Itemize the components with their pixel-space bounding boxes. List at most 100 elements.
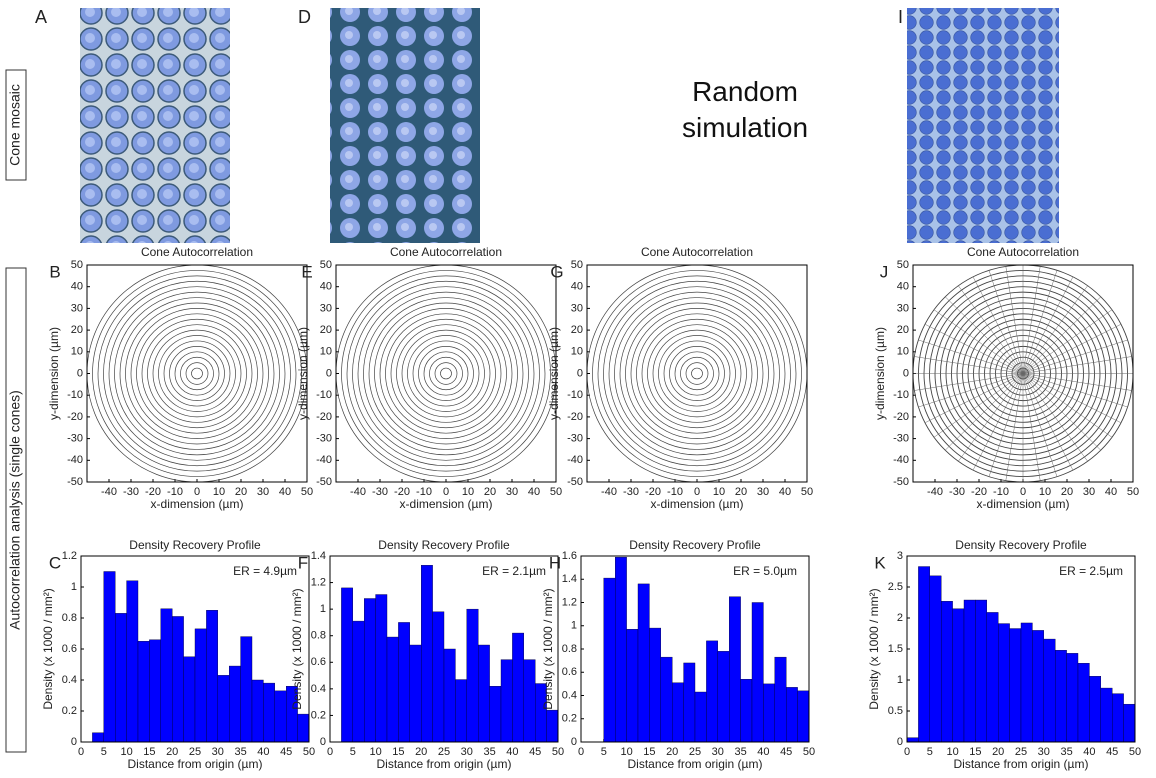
bar — [660, 656, 673, 743]
y-tick-label: -30 — [316, 433, 332, 445]
bar — [998, 623, 1010, 743]
bar — [194, 628, 207, 743]
x-tick-label: 50 — [1127, 486, 1139, 498]
y-tick-label: 0 — [320, 736, 326, 748]
x-tick-label: -30 — [623, 486, 639, 498]
y-tick-label: 2.5 — [888, 581, 903, 593]
x-tick-label: 40 — [1105, 486, 1117, 498]
y-tick-label: -40 — [67, 454, 83, 466]
chart-title: Cone Autocorrelation — [641, 245, 753, 259]
bar — [455, 679, 467, 743]
annotation: ER = 2.1µm — [482, 564, 546, 578]
y-tick-label: 2 — [897, 612, 903, 624]
x-tick-label: 15 — [643, 746, 655, 758]
ring — [141, 318, 253, 429]
bar — [975, 599, 988, 743]
y-tick-label: 1.2 — [562, 596, 577, 608]
bar — [409, 644, 422, 743]
panel-label: D — [298, 7, 311, 27]
y-tick-label: 10 — [571, 346, 583, 358]
y-tick-label: -30 — [893, 433, 909, 445]
x-tick-label: 45 — [529, 746, 541, 758]
bar — [183, 656, 196, 743]
bar — [1043, 638, 1056, 743]
y-tick-label: 40 — [71, 281, 83, 293]
simulation-label: Random simulation — [681, 76, 809, 143]
y-tick-label: 10 — [71, 346, 83, 358]
panel-label: C — [49, 553, 61, 572]
bar — [263, 682, 275, 743]
x-axis-label: x-dimension (µm) — [400, 497, 493, 511]
bar — [386, 636, 399, 743]
hatch — [1022, 296, 1101, 374]
hatch — [924, 373, 1024, 423]
chart-title: Cone Autocorrelation — [390, 245, 502, 259]
panel-label: G — [550, 262, 563, 281]
chart-title: Density Recovery Profile — [378, 538, 510, 552]
hatch — [1022, 266, 1041, 374]
x-tick-label: 10 — [120, 746, 132, 758]
ring — [669, 346, 725, 401]
x-tick-label: 40 — [779, 486, 791, 498]
x-tick-label: 20 — [666, 746, 678, 758]
x-tick-label: 30 — [1038, 746, 1050, 758]
hatch — [1022, 373, 1088, 462]
panel-label: H — [549, 553, 561, 572]
y-tick-label: 40 — [320, 281, 332, 293]
y-axis-label: y-dimension (µm) — [873, 327, 887, 420]
x-tick-label: -40 — [101, 486, 117, 498]
bar — [763, 683, 776, 743]
y-tick-label: 0.6 — [562, 666, 577, 678]
ring — [390, 318, 502, 429]
bar — [432, 611, 445, 743]
y-tick-label: -20 — [67, 411, 83, 423]
y-tick-label: -10 — [567, 389, 583, 401]
ring — [625, 302, 769, 445]
ring — [608, 286, 786, 461]
x-tick-label: 15 — [969, 746, 981, 758]
bar — [341, 587, 353, 743]
ring — [412, 340, 480, 407]
y-axis-label: Density (x 1000 / mm²) — [290, 588, 304, 709]
y-tick-label: 0 — [71, 736, 77, 748]
x-tick-label: -10 — [667, 486, 683, 498]
y-tick-label: 0 — [326, 367, 332, 379]
x-tick-label: 50 — [1129, 746, 1141, 758]
y-axis-label: Density (x 1000 / mm²) — [867, 588, 881, 709]
hatch — [914, 356, 1024, 374]
ring — [136, 313, 258, 434]
y-tick-label: 40 — [571, 281, 583, 293]
y-tick-label: 1.4 — [562, 573, 577, 585]
hatch — [918, 339, 1024, 374]
y-tick-label: -50 — [316, 476, 332, 488]
ring — [592, 270, 802, 477]
x-tick-label: 20 — [992, 746, 1004, 758]
x-tick-label: 5 — [350, 746, 356, 758]
x-tick-label: 20 — [484, 486, 496, 498]
ring — [429, 356, 463, 391]
axes-frame — [906, 555, 1136, 743]
x-tick-label: 0 — [194, 486, 200, 498]
bar — [512, 632, 525, 743]
bar — [92, 732, 105, 743]
x-tick-label: 15 — [143, 746, 155, 758]
ring — [352, 280, 540, 467]
chart-title: Density Recovery Profile — [955, 538, 1087, 552]
bar — [217, 675, 230, 743]
hatch — [1022, 276, 1074, 374]
micrograph — [907, 8, 1059, 243]
y-tick-label: 0 — [77, 367, 83, 379]
micrograph — [80, 8, 230, 243]
ring — [185, 362, 209, 385]
y-tick-label: 50 — [320, 259, 332, 271]
x-tick-label: 0 — [78, 746, 84, 758]
y-tick-label: 0.6 — [62, 643, 77, 655]
x-axis-label: x-dimension (µm) — [977, 497, 1070, 511]
x-tick-label: 30 — [257, 486, 269, 498]
y-tick-label: 0 — [897, 736, 903, 748]
hatch — [1022, 356, 1132, 374]
x-tick-label: 20 — [735, 486, 747, 498]
y-tick-label: 30 — [320, 302, 332, 314]
x-tick-label: 45 — [780, 746, 792, 758]
